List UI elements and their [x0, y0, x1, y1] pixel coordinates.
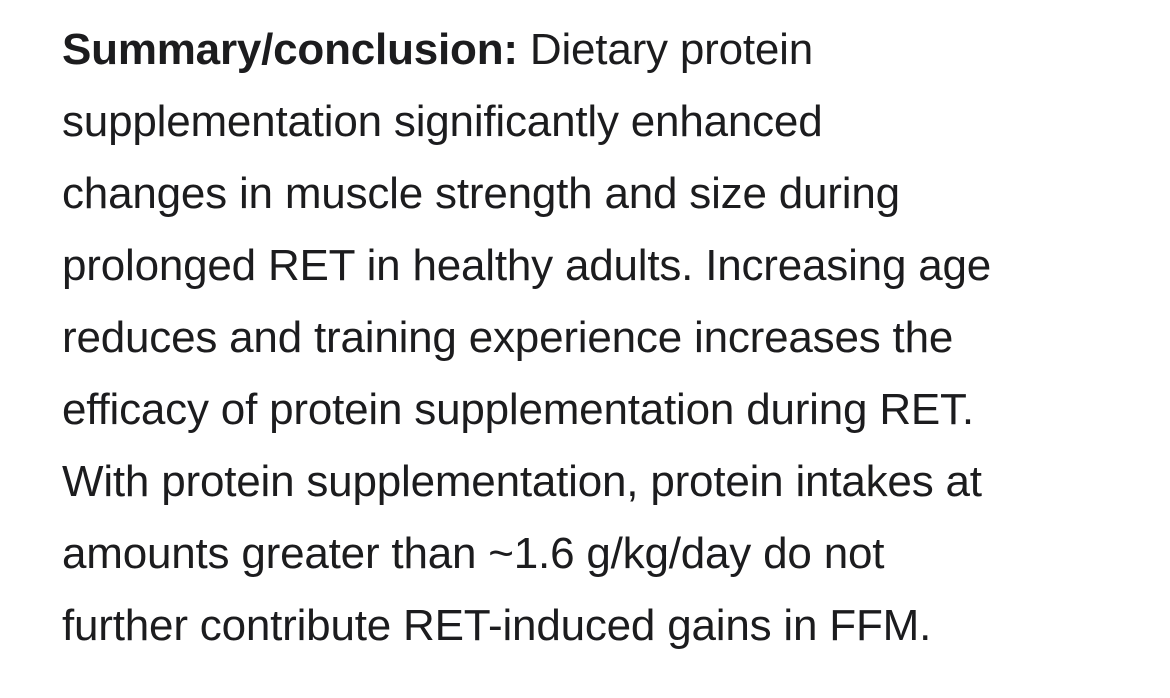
- summary-paragraph: Summary/conclusion: Dietary protein supp…: [62, 14, 1142, 662]
- text-line-1-content: Dietary protein: [517, 25, 814, 74]
- text-line-6: efficacy of protein supplementation duri…: [62, 385, 974, 434]
- text-line-4: prolonged RET in healthy adults. Increas…: [62, 241, 992, 290]
- text-line-1: Summary/conclusion: Dietary protein: [62, 14, 1142, 86]
- summary-heading: Summary/conclusion:: [62, 25, 518, 74]
- text-line-9: further contribute RET-induced gains in …: [62, 601, 932, 650]
- text-line-2: supplementation significantly enhanced: [62, 97, 823, 146]
- text-line-7: With protein supplementation, protein in…: [62, 457, 982, 506]
- text-line-5: reduces and training experience increase…: [62, 313, 954, 362]
- text-line-3: changes in muscle strength and size duri…: [62, 169, 900, 218]
- text-line-8: amounts greater than ~1.6 g/kg/day do no…: [62, 529, 885, 578]
